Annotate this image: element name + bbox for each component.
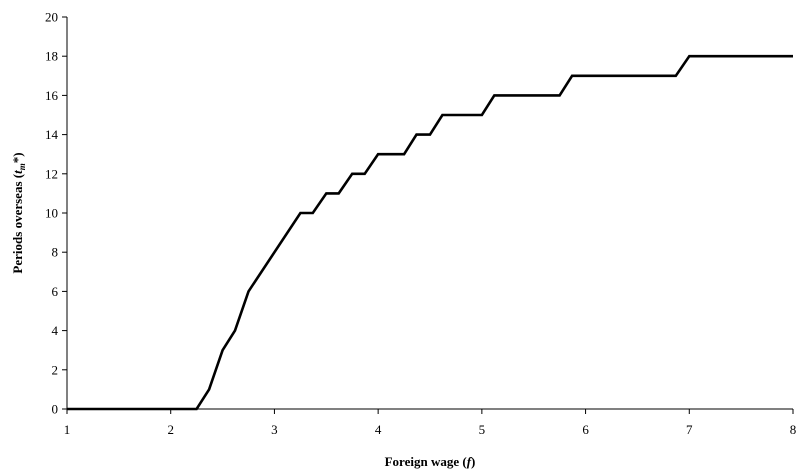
x-tick-label: 3 (271, 422, 278, 437)
x-axis-title-var: f (467, 454, 473, 469)
y-tick-label: 6 (52, 284, 59, 299)
x-axis-title-main: Foreign wage ( (385, 454, 467, 469)
y-tick-label: 16 (45, 88, 59, 103)
x-tick-label: 1 (64, 422, 71, 437)
y-tick-label: 20 (45, 10, 58, 25)
y-axis-title-var: t (10, 170, 25, 174)
y-tick-label: 4 (52, 323, 59, 338)
x-tick-label: 8 (790, 422, 797, 437)
x-tick-label: 6 (582, 422, 589, 437)
y-tick-label: 18 (45, 49, 58, 64)
x-axis-title-close: ) (471, 454, 475, 469)
x-tick-label: 5 (479, 422, 486, 437)
y-axis-title-rest: *) (10, 152, 25, 163)
x-tick-label: 2 (167, 422, 174, 437)
y-tick-label: 10 (45, 206, 58, 221)
y-tick-label: 0 (52, 402, 59, 417)
y-axis-title-main: Periods overseas ( (10, 174, 25, 274)
y-axis-title-sub: m (17, 163, 27, 170)
x-tick-label: 7 (686, 422, 693, 437)
y-tick-label: 8 (52, 245, 59, 260)
y-tick-label: 14 (45, 127, 59, 142)
y-axis-title: Periods overseas (tm*) (10, 152, 27, 273)
x-axis-title: Foreign wage (f) (385, 454, 476, 469)
y-axis: 0 2 4 6 8 10 12 14 16 18 20 (45, 10, 68, 417)
series-layer (67, 54, 793, 411)
x-tick-label: 4 (375, 422, 382, 437)
x-axis: 1 2 3 4 5 6 7 8 (64, 408, 797, 437)
y-tick-label: 12 (45, 166, 58, 181)
y-tick-label: 2 (52, 362, 59, 377)
series-line-0 (67, 54, 793, 411)
